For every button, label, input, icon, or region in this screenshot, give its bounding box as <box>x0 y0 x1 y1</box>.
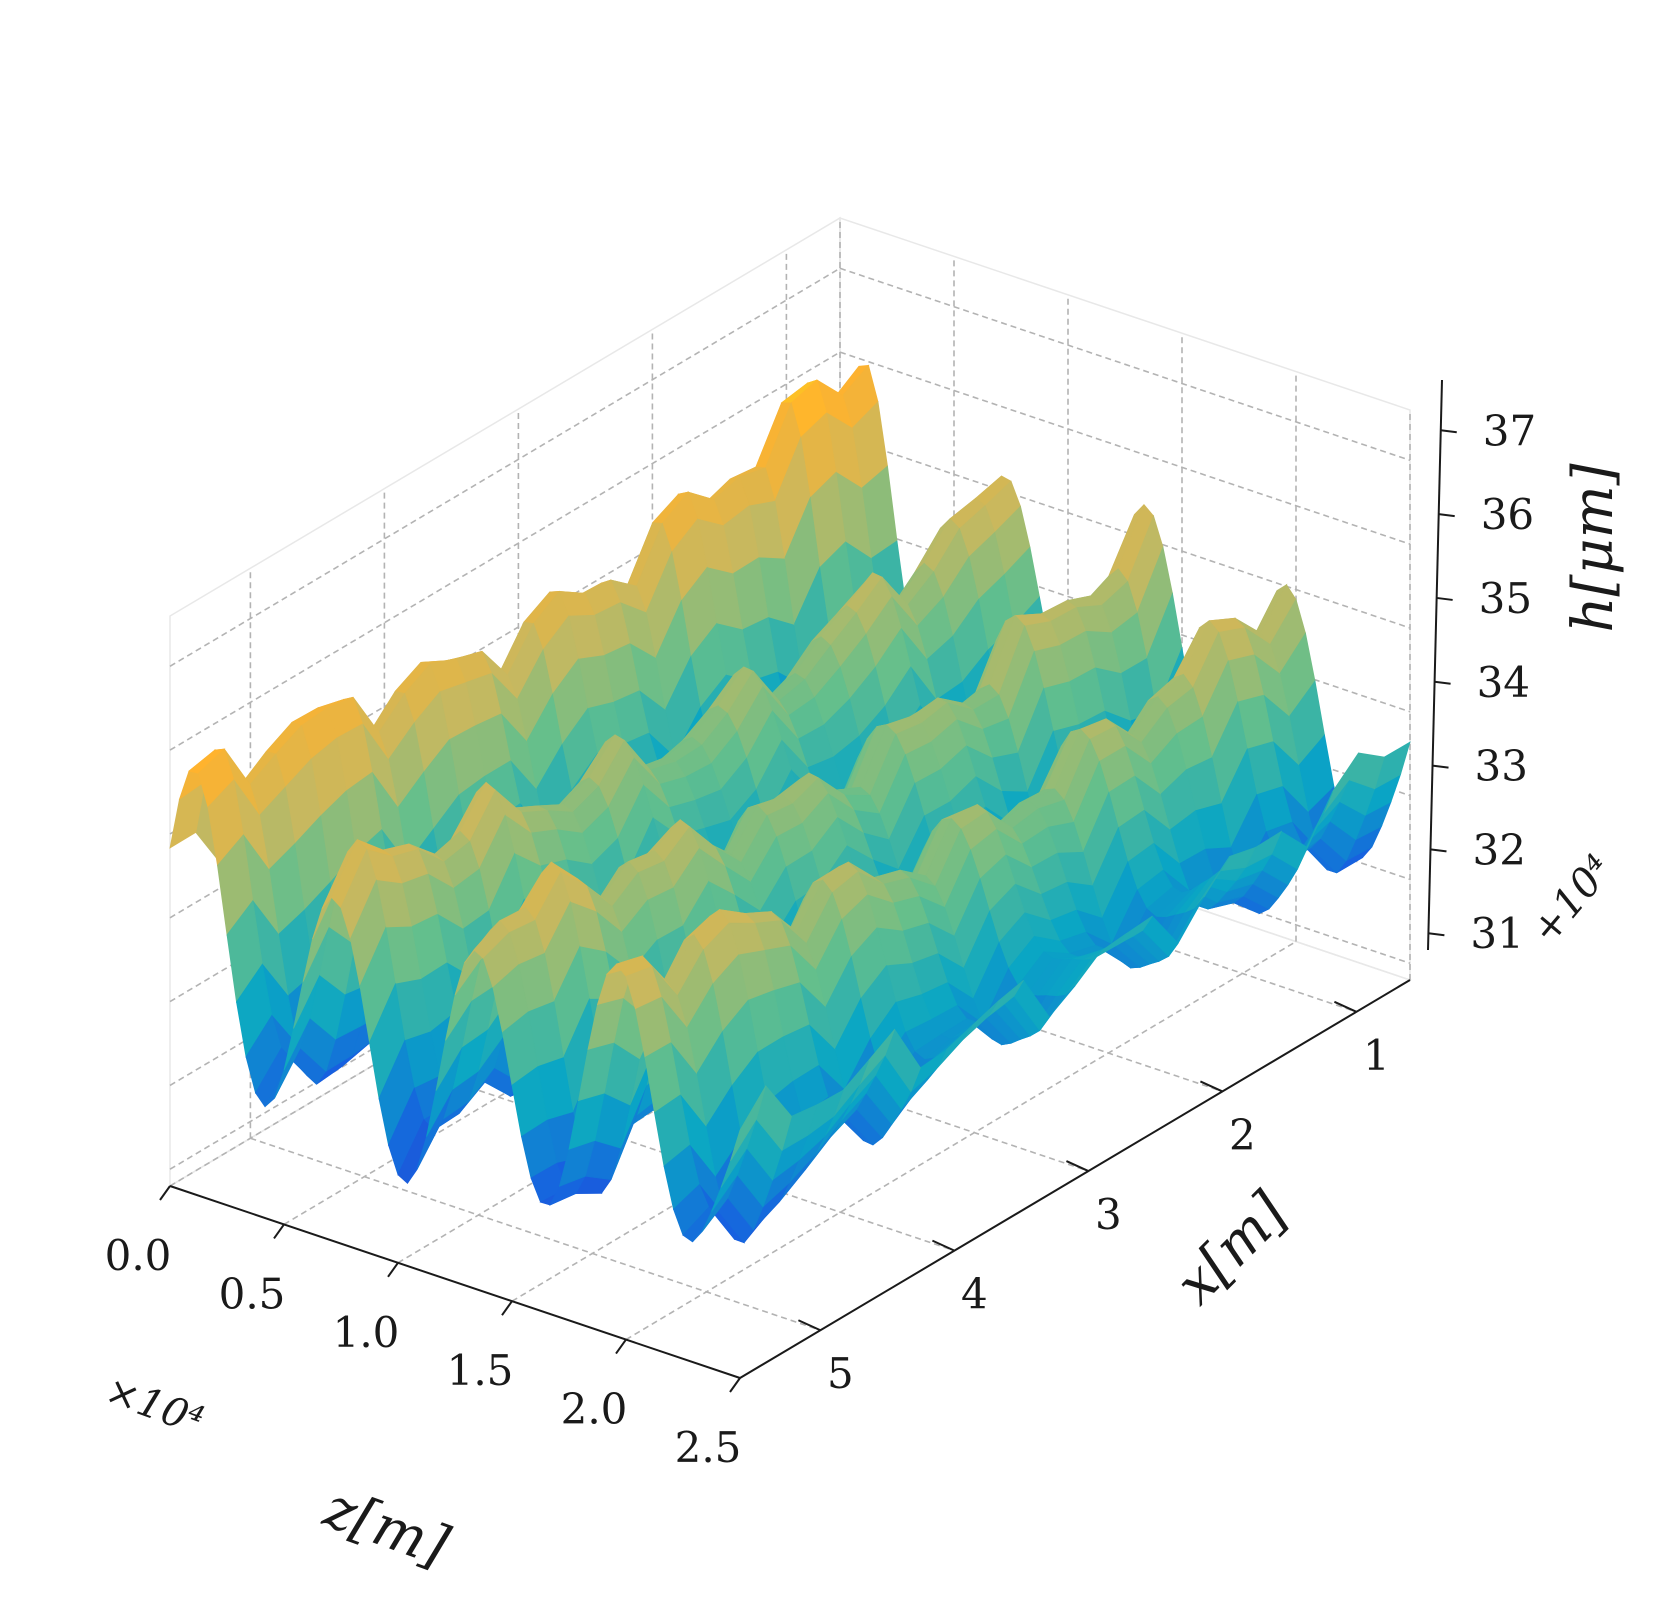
z-axis-line <box>169 1185 741 1379</box>
x-gridline-floor <box>250 1137 821 1331</box>
h-axis-tick-mark <box>1432 764 1449 769</box>
h-axis-tick-label: 33 <box>1475 742 1528 791</box>
h-gridline-back <box>839 435 1411 629</box>
h-axis-label: h[μm] <box>1561 463 1626 632</box>
h-axis-tick-label: 31 <box>1470 909 1523 958</box>
z-axis-tick-label: 0.5 <box>219 1269 286 1318</box>
z-axis-label: z[m] <box>315 1475 457 1580</box>
h-axis-line <box>1427 379 1443 951</box>
z-axis-tick-mark <box>159 1185 171 1201</box>
surface-patch <box>730 1085 767 1162</box>
z-axis-tick-mark <box>501 1300 513 1316</box>
z-axis-multiplier: ×10⁴ <box>99 1367 209 1445</box>
x-axis-tick-label: 5 <box>827 1349 854 1398</box>
h-axis-tick-label: 37 <box>1483 406 1536 455</box>
z-axis-tick-mark <box>387 1262 399 1278</box>
x-axis-tick-mark <box>931 1239 955 1252</box>
surface-plot <box>169 364 1411 1244</box>
h-axis-tick-mark <box>1438 513 1455 518</box>
z-axis-tick-label: 0.0 <box>105 1231 172 1280</box>
x-axis-line <box>739 979 1411 1379</box>
h-axis-tick-label: 35 <box>1479 574 1532 623</box>
z-axis-tick-label: 2.5 <box>675 1423 742 1472</box>
z-axis-tick-mark <box>729 1377 741 1393</box>
x-axis-tick-label: 4 <box>961 1270 988 1319</box>
h-axis-tick-mark <box>1436 596 1453 601</box>
z-axis-tick-label: 1.0 <box>333 1308 400 1357</box>
x-axis-tick-mark <box>1065 1160 1089 1172</box>
h-axis-tick-label: 34 <box>1477 658 1530 707</box>
x-axis-tick-mark <box>1199 1080 1223 1093</box>
x-axis-tick-label: 1 <box>1363 1031 1390 1080</box>
x-axis-tick-label: 2 <box>1229 1110 1256 1159</box>
z-axis-tick-label: 2.0 <box>561 1385 628 1434</box>
h-axis-tick-label: 32 <box>1472 825 1525 874</box>
h-axis-tick-mark <box>1428 932 1445 937</box>
x-axis-offset: +10⁴ <box>1522 846 1622 953</box>
h-axis-tick-label: 36 <box>1481 490 1534 539</box>
x-axis-tick-mark <box>1333 1000 1357 1013</box>
z-axis-tick-mark <box>615 1339 627 1355</box>
x-axis-tick-label: 3 <box>1095 1190 1122 1239</box>
x-axis-label: x[m] <box>1164 1180 1301 1317</box>
h-axis-tick-mark <box>1434 680 1451 685</box>
h-axis-tick-mark <box>1440 429 1457 434</box>
h-gridline-back <box>839 351 1411 545</box>
z-axis-tick-mark <box>273 1223 285 1239</box>
z-axis-tick-label: 1.5 <box>447 1346 514 1395</box>
h-gridline-back <box>839 267 1411 462</box>
h-axis-tick-mark <box>1430 848 1447 853</box>
x-axis-tick-mark <box>797 1319 821 1332</box>
